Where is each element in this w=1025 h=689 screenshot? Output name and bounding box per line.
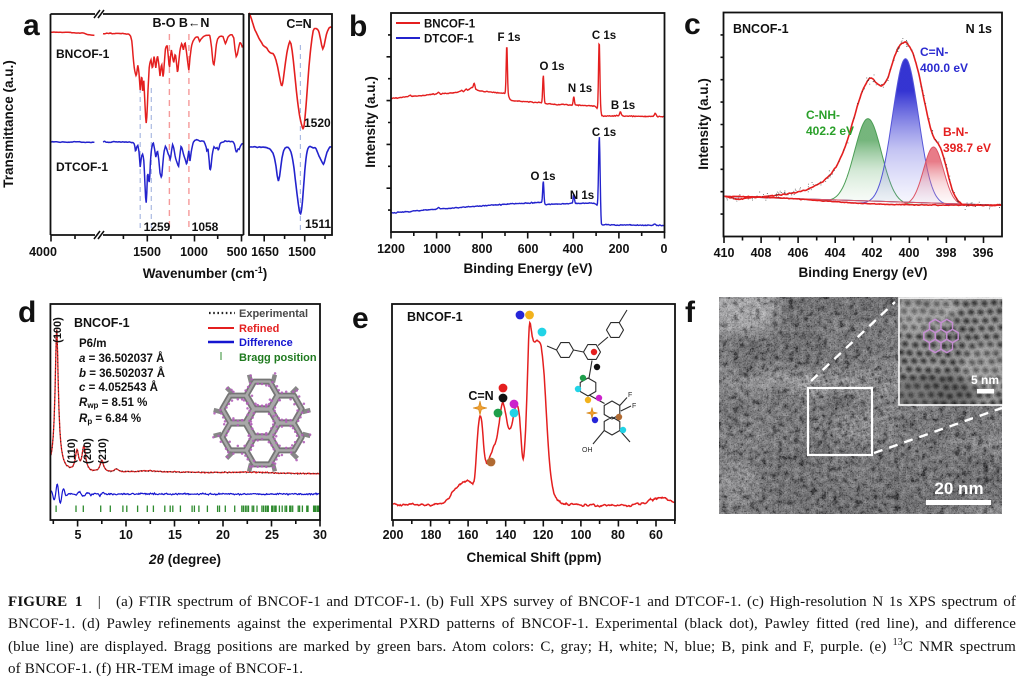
svg-text:400.0 eV: 400.0 eV	[920, 61, 968, 75]
svg-text:60: 60	[649, 528, 663, 542]
svg-text:a = 36.502037 Å: a = 36.502037 Å	[79, 352, 164, 365]
svg-text:408: 408	[751, 246, 772, 260]
svg-text:P6/m: P6/m	[79, 338, 107, 350]
svg-text:200: 200	[383, 528, 404, 542]
svg-text:b: b	[349, 10, 367, 43]
svg-text:N 1s: N 1s	[966, 22, 992, 36]
svg-text:4000: 4000	[29, 245, 57, 259]
svg-text:d: d	[18, 296, 36, 329]
svg-text:f: f	[685, 296, 696, 329]
svg-text:c: c	[684, 8, 701, 41]
svg-text:F: F	[628, 392, 632, 399]
svg-text:B-N-: B-N-	[943, 125, 968, 139]
svg-text:1511: 1511	[305, 217, 331, 231]
svg-text:30: 30	[313, 528, 327, 542]
svg-text:Rp = 6.84 %: Rp = 6.84 %	[79, 413, 141, 426]
svg-text:Binding Energy (eV): Binding Energy (eV)	[798, 265, 927, 280]
svg-text:80: 80	[611, 528, 625, 542]
svg-text:C 1s: C 1s	[592, 127, 616, 139]
svg-text:2θ (degree): 2θ (degree)	[148, 552, 221, 567]
svg-text:120: 120	[533, 528, 554, 542]
svg-text:140: 140	[496, 528, 517, 542]
svg-text:C-NH-: C-NH-	[806, 108, 840, 122]
svg-text:Intensity (a.u.): Intensity (a.u.)	[696, 78, 711, 170]
svg-text:BNCOF-1: BNCOF-1	[424, 19, 476, 31]
svg-text:Difference: Difference	[239, 337, 293, 349]
svg-text:100: 100	[571, 528, 592, 542]
svg-text:c = 4.052543 Å: c = 4.052543 Å	[79, 381, 158, 394]
svg-text:1000: 1000	[180, 245, 208, 259]
svg-text:F: F	[632, 403, 636, 410]
svg-text:a: a	[23, 9, 40, 42]
svg-text:OH: OH	[582, 447, 593, 454]
svg-text:DTCOF-1: DTCOF-1	[424, 34, 474, 46]
svg-text:800: 800	[472, 242, 493, 256]
svg-text:1650: 1650	[251, 245, 279, 259]
svg-text:(100): (100)	[52, 317, 64, 343]
svg-text:Transmittance (a.u.): Transmittance (a.u.)	[1, 60, 16, 188]
svg-text:1200: 1200	[377, 242, 405, 256]
svg-text:C 1s: C 1s	[592, 30, 616, 42]
svg-text:400: 400	[563, 242, 584, 256]
svg-text:N 1s: N 1s	[568, 83, 592, 95]
svg-text:Wavenumber (cm-1): Wavenumber (cm-1)	[143, 265, 268, 281]
svg-text:Intensity (a.u.): Intensity (a.u.)	[363, 76, 378, 168]
svg-text:B 1s: B 1s	[611, 100, 635, 112]
svg-text:160: 160	[458, 528, 479, 542]
svg-text:5 nm: 5 nm	[971, 373, 999, 387]
svg-text:180: 180	[421, 528, 442, 542]
svg-text:(210): (210)	[97, 438, 109, 464]
svg-text:Bragg position: Bragg position	[239, 352, 317, 364]
svg-text:600: 600	[518, 242, 539, 256]
svg-text:BNCOF-1: BNCOF-1	[733, 22, 789, 36]
svg-text:BNCOF-1: BNCOF-1	[56, 47, 110, 61]
svg-text:(200): (200)	[82, 438, 94, 464]
svg-text:N 1s: N 1s	[570, 190, 594, 202]
svg-text:396: 396	[973, 246, 994, 260]
svg-text:F 1s: F 1s	[497, 32, 520, 44]
svg-text:Refined: Refined	[239, 323, 279, 335]
svg-text:Chemical Shift (ppm): Chemical Shift (ppm)	[466, 550, 601, 565]
svg-text:1500: 1500	[133, 245, 161, 259]
svg-text:B-O B←N: B-O B←N	[153, 16, 210, 30]
svg-text:398.7 eV: 398.7 eV	[943, 141, 991, 155]
svg-text:500: 500	[227, 245, 248, 259]
svg-text:BNCOF-1: BNCOF-1	[74, 316, 130, 330]
svg-text:0: 0	[661, 242, 668, 256]
svg-text:20 nm: 20 nm	[934, 479, 983, 498]
svg-text:1520: 1520	[304, 116, 331, 130]
svg-text:20: 20	[216, 528, 230, 542]
svg-text:Binding Energy (eV): Binding Energy (eV)	[463, 261, 592, 276]
svg-text:10: 10	[119, 528, 133, 542]
svg-text:200: 200	[609, 242, 630, 256]
svg-text:O 1s: O 1s	[531, 171, 556, 183]
svg-text:O 1s: O 1s	[540, 61, 565, 73]
svg-text:1500: 1500	[288, 245, 316, 259]
svg-text:1000: 1000	[423, 242, 451, 256]
svg-text:406: 406	[788, 246, 809, 260]
svg-text:C=N: C=N	[468, 389, 493, 403]
svg-text:398: 398	[936, 246, 957, 260]
svg-text:404: 404	[825, 246, 846, 260]
svg-text:1259: 1259	[144, 220, 171, 234]
svg-text:25: 25	[265, 528, 279, 542]
svg-text:C=N: C=N	[286, 17, 311, 31]
svg-text:Experimental: Experimental	[239, 308, 308, 320]
svg-text:(110): (110)	[66, 438, 78, 463]
svg-text:DTCOF-1: DTCOF-1	[56, 160, 108, 174]
svg-text:5: 5	[75, 528, 82, 542]
svg-text:1058: 1058	[192, 220, 219, 234]
svg-text:Rwp = 8.51 %: Rwp = 8.51 %	[79, 397, 147, 410]
svg-text:402: 402	[862, 246, 883, 260]
svg-text:402.2 eV: 402.2 eV	[806, 124, 854, 138]
svg-text:15: 15	[168, 528, 182, 542]
svg-text:C=N-: C=N-	[920, 45, 948, 59]
svg-text:BNCOF-1: BNCOF-1	[407, 310, 463, 324]
svg-text:400: 400	[899, 246, 920, 260]
svg-text:b = 36.502037 Å: b = 36.502037 Å	[79, 367, 165, 380]
svg-text:e: e	[352, 302, 369, 335]
svg-text:410: 410	[714, 246, 735, 260]
